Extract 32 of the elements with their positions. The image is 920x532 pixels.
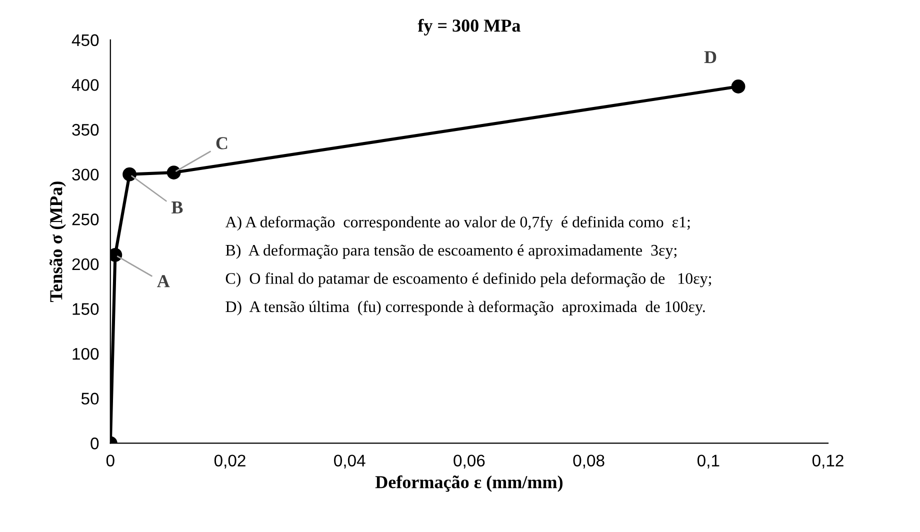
x-tick-label: 0,02 <box>214 454 246 468</box>
y-tick-label: 450 <box>72 34 99 46</box>
point <box>166 166 181 180</box>
y-tick-label: 200 <box>72 258 99 270</box>
annotation: B <box>172 202 183 214</box>
y-tick-label: 50 <box>81 392 99 405</box>
annotation: D) A tensão última (fu) corresponde à deformação aproximada de 100εy. <box>226 300 705 316</box>
annotation: A) A deformação correspondente ao valor de 0,7fy é definida como ε1; <box>225 216 690 231</box>
point <box>122 167 136 182</box>
annotation: C) O final do patamar de escoamento é definido pela deformação de 10εy; <box>226 272 712 288</box>
y-tick-label: 250 <box>72 214 99 226</box>
x-tick-label: 0,08 <box>573 454 604 468</box>
x-tick-label: 0 <box>106 454 114 467</box>
annotation: A <box>157 275 170 288</box>
annotation: D <box>704 51 716 64</box>
x-axis-title: Deformação ε (mm/mm) <box>375 475 563 492</box>
y-tick-label: 100 <box>72 348 99 360</box>
point <box>110 248 122 262</box>
y-tick-label: 350 <box>72 124 99 136</box>
annotation: C <box>216 137 228 150</box>
chart-title: fy = 300 MPa <box>418 18 520 36</box>
x-tick-label: 0,12 <box>812 454 844 468</box>
y-tick-label: 300 <box>72 168 99 181</box>
x-tick-label: 0,1 <box>697 454 720 468</box>
point <box>731 80 746 94</box>
y-tick-label: 0 <box>90 438 99 450</box>
x-tick-label: 0,06 <box>454 454 485 468</box>
y-tick-label: 400 <box>72 79 99 91</box>
annotation: B) A deformação para tensão de escoamento é aproximadamente 3εy; <box>226 244 676 259</box>
y-axis-title: Tensão σ (MPa) <box>50 182 66 302</box>
x-tick-label: 0,04 <box>334 454 366 468</box>
y-tick-label: 150 <box>72 303 99 315</box>
